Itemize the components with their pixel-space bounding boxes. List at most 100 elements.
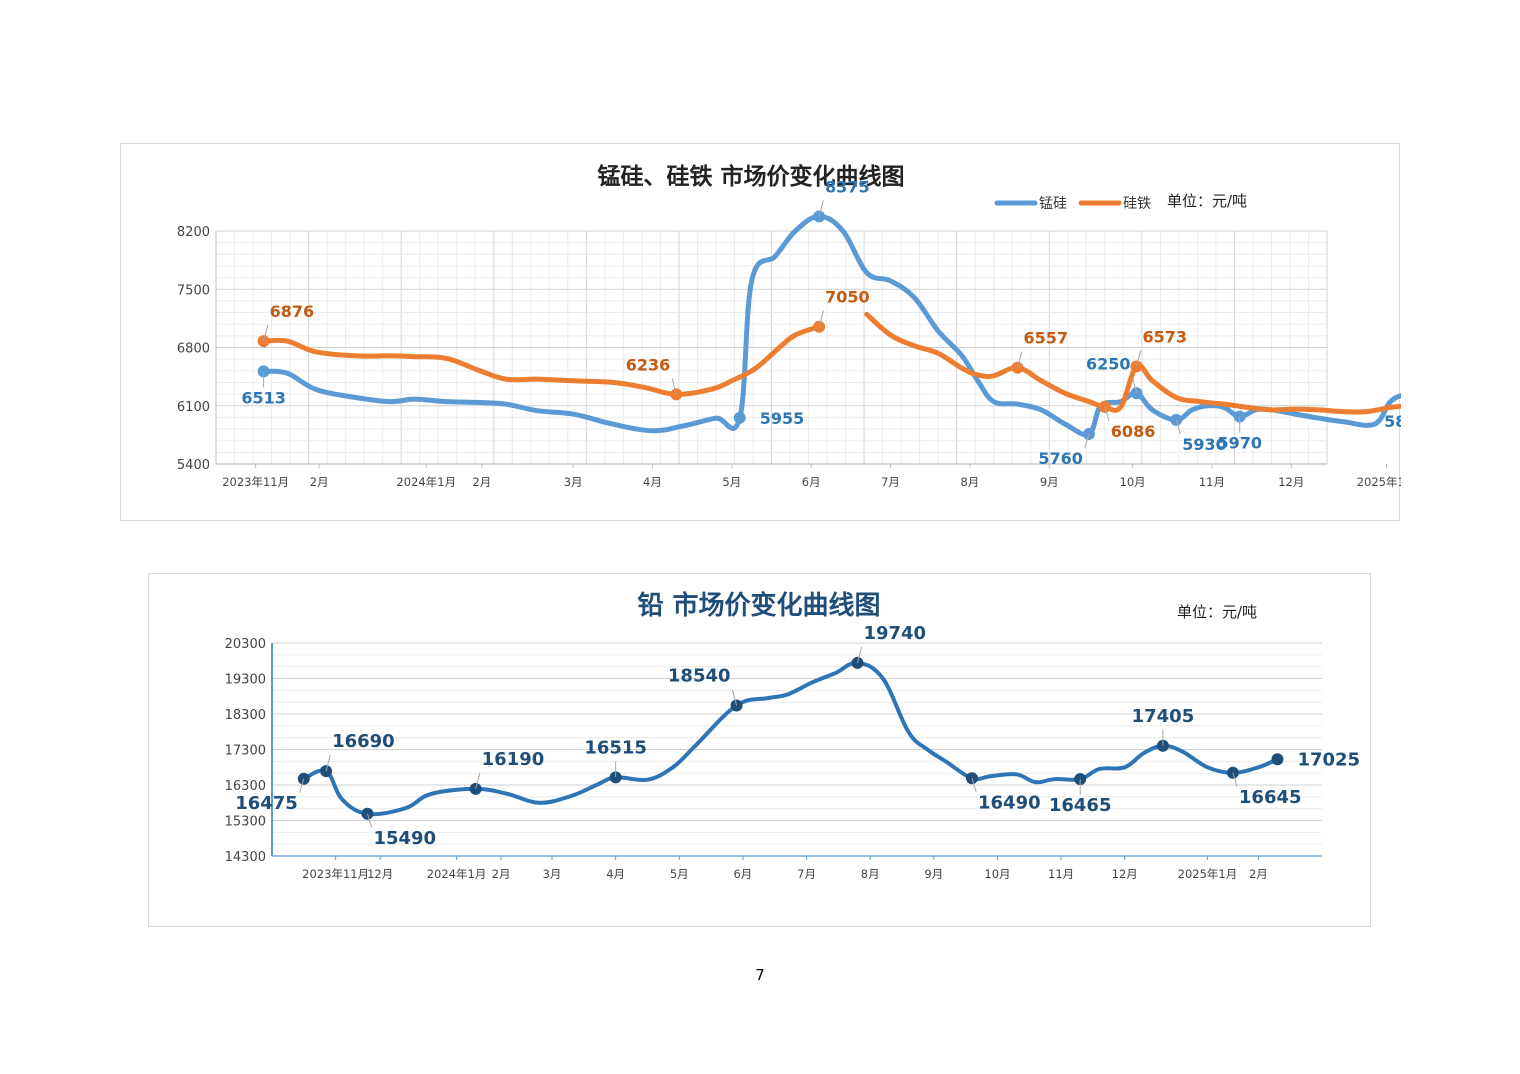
chart1-axes: 8200 7500 6800 6100 5400 2023年11月 2月 2024年1月 2月 3… [177,225,1401,489]
data-label: 16490 [978,792,1041,813]
y-tick-label: 19300 [225,673,266,688]
x-tick-label: 2023年11月 [302,867,369,881]
data-label: 16475 [235,793,298,814]
data-label: 6236 [626,355,671,374]
x-tick-label: 2025年1月 [1357,475,1401,489]
data-label: 17405 [1132,706,1195,727]
leader-line [818,200,824,217]
series-line [261,213,1401,438]
leader-line [731,689,738,706]
chart2-title: 铅 市场价变化曲线图 [637,590,880,621]
chart2-unit-label: 单位：元/吨 [1177,603,1257,621]
y-tick-label: 18300 [225,708,266,723]
y-tick-label: 16300 [225,779,266,794]
leader-line [971,778,977,793]
x-tick-label: 10月 [1120,475,1146,489]
data-label: 15490 [373,828,436,849]
x-tick-label: 6月 [802,475,821,489]
data-label: 8375 [825,177,870,196]
x-tick-label: 2025年1月 [1178,867,1238,881]
y-tick-label: 6100 [177,400,210,415]
data-label: 6573 [1143,327,1188,346]
leader-line [818,310,824,327]
data-label: 6513 [241,388,286,407]
y-tick-label: 5400 [177,458,210,473]
y-tick-label: 14300 [225,850,266,865]
data-point-marker [361,807,374,820]
series-line [261,324,822,397]
chart1-grid [215,230,1328,465]
x-tick-label: 3月 [564,475,583,489]
leader-line [856,646,863,664]
data-label: 5970 [1217,434,1262,453]
data-label: 16190 [482,749,545,770]
leader-line [263,325,269,342]
leader-line [1175,419,1181,435]
data-point-marker [320,765,333,778]
data-label: 16690 [332,731,395,752]
leader-line [671,378,677,395]
x-tick-label: 5月 [722,475,741,489]
data-label: 6086 [1111,422,1156,441]
series-硅铁: 6876623670506557608665736161 [257,288,1401,441]
page-number: 7 [755,966,765,984]
x-tick-label: 2月 [310,475,329,489]
leader-line [1084,433,1090,449]
series-锰硅: 6513595583755760625059305970588062306690 [241,177,1401,468]
leader-line [1232,772,1238,787]
x-tick-label: 2024年1月 [396,475,456,489]
data-label: 17025 [1297,749,1360,770]
x-tick-label: 2月 [1249,867,1268,881]
x-tick-label: 2023年11月 [222,475,289,489]
data-label: 6250 [1086,354,1131,373]
x-tick-label: 8月 [861,867,880,881]
leader-line [1136,350,1142,367]
y-tick-label: 15300 [225,815,266,830]
data-label: 19740 [863,623,926,644]
data-label: 5760 [1038,449,1083,468]
data-point-marker [297,772,310,785]
x-tick-label: 11月 [1199,475,1225,489]
chart1-unit-label: 单位：元/吨 [1167,192,1247,210]
data-label: 16465 [1049,795,1112,816]
leader-line [475,772,481,790]
data-point-marker [733,411,746,424]
x-tick-label: 9月 [924,867,943,881]
legend-label: 锰硅 [1039,196,1067,212]
series-line [864,311,1401,415]
x-tick-label: 9月 [1040,475,1059,489]
x-tick-label: 5月 [670,867,689,881]
legend-entry: 硅铁 [1078,196,1151,212]
series-line [301,660,1280,817]
data-point-marker [469,782,482,795]
data-label: 6557 [1024,329,1069,348]
leader-line [366,813,373,828]
x-tick-label: 11月 [1048,867,1074,881]
x-tick-label: 12月 [1112,867,1138,881]
data-label: 16645 [1239,787,1302,808]
data-label: 18540 [668,665,731,686]
x-tick-label: 8月 [960,475,979,489]
chart2-axes: 20300 19300 18300 17300 16300 15300 14300 2023年… [225,637,1322,881]
y-tick-label: 7500 [177,283,210,298]
y-tick-label: 8200 [177,225,210,240]
data-point-marker [1271,753,1284,766]
y-tick-label: 17300 [225,744,266,759]
data-label: 5955 [760,409,805,428]
lead-price-chart: 20300 19300 18300 17300 16300 15300 14300 2023年… [148,573,1371,927]
x-tick-label: 7月 [797,867,816,881]
data-label: 5930 [1182,435,1227,454]
y-tick-label: 20300 [225,637,266,652]
leader-line [1017,351,1023,368]
x-tick-label: 3月 [543,867,562,881]
legend-label: 硅铁 [1123,196,1151,212]
leader-line [299,778,305,793]
chart2-svg: 20300 19300 18300 17300 16300 15300 14300 2023年… [225,590,1360,881]
data-label: 5880 [1384,412,1401,431]
x-tick-label: 2月 [472,475,491,489]
data-label: 7050 [825,288,870,307]
x-tick-label: 6月 [733,867,752,881]
x-tick-label: 2月 [492,867,511,881]
leader-line [325,755,331,772]
x-tick-label: 2024年1月 [427,867,487,881]
